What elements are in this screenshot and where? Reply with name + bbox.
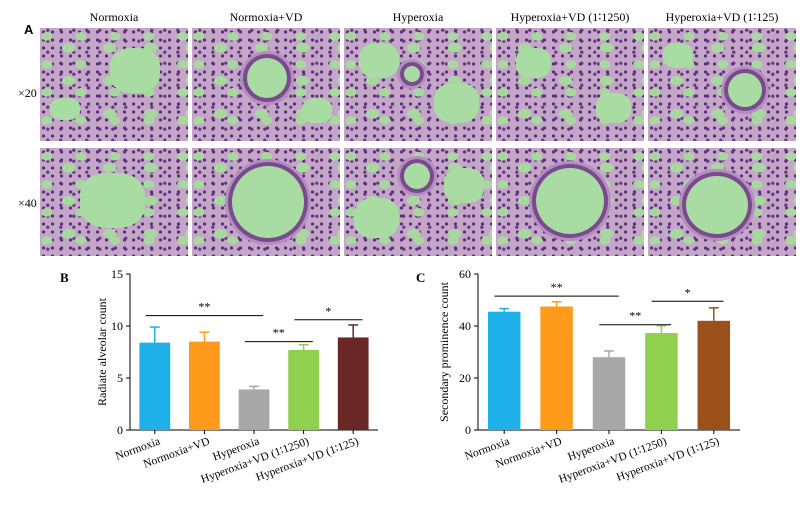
micrograph-normoxia-x40 xyxy=(40,148,188,256)
micrograph-hyperoxia-vd-1250-x20 xyxy=(496,28,644,141)
chart-b-significance-label-2: ** xyxy=(273,326,285,340)
column-label-hyperoxia-vd-125: Hyperoxia+VD (1∶125) xyxy=(665,10,779,24)
y-axis-label-c: Secondary prominence count xyxy=(437,281,451,422)
panel-letter-a: A xyxy=(24,22,34,37)
chart-b-y-tick-label: 15 xyxy=(111,267,123,281)
panel-letter-c: C xyxy=(416,270,425,285)
chart-c-bar-4 xyxy=(645,333,678,430)
micrograph-hyperoxia-x20 xyxy=(344,28,492,141)
chart-b-y-tick-label: 10 xyxy=(111,319,123,333)
chart-b-bar-2 xyxy=(189,341,220,430)
chart-b-bar-1 xyxy=(139,342,171,430)
chart-c-y-tick-label: 0 xyxy=(465,423,471,437)
chart-c-significance-label-3: * xyxy=(685,285,691,299)
column-label-hyperoxia: Hyperoxia xyxy=(392,10,444,24)
column-label-hyperoxia-vd-1250: Hyperoxia+VD (1∶1250) xyxy=(510,10,630,24)
chart-c-bar-5 xyxy=(697,320,731,430)
chart-c-y-tick-label: 40 xyxy=(459,319,471,333)
chart-b-y-tick-label: 0 xyxy=(117,423,123,437)
chart-b-bar-3 xyxy=(238,389,270,430)
chart-c-significance-label-2: ** xyxy=(629,309,641,323)
chart-b-significance-label-1: ** xyxy=(198,300,210,314)
micrograph-hyperoxia-vd-125-x20 xyxy=(648,28,796,141)
chart-b-bar-5 xyxy=(337,337,369,430)
chart-b-y-tick-label: 5 xyxy=(117,371,123,385)
chart-c: C Secondary prominence count 0204060Norm… xyxy=(416,267,740,486)
panel-letter-b: B xyxy=(60,270,69,285)
chart-c-y-tick-label: 60 xyxy=(459,267,471,281)
row-label-x20: ×20 xyxy=(18,86,37,100)
chart-c-bar-1 xyxy=(487,311,521,430)
chart-c-bar-2 xyxy=(540,306,573,430)
chart-c-bar-3 xyxy=(592,357,626,430)
micrograph-normoxia-x20 xyxy=(40,28,188,141)
chart-b-bar-4 xyxy=(288,349,319,430)
micrograph-normoxia-vd-x20 xyxy=(192,28,340,141)
chart-b: B Radiate alveolar count 051015NormoxiaN… xyxy=(60,267,378,486)
column-label-normoxia-vd: Normoxia+VD xyxy=(229,10,303,24)
micrograph-hyperoxia-vd-1250-x40 xyxy=(496,148,644,256)
chart-c-significance-label-1: ** xyxy=(551,280,563,294)
row-label-x40: ×40 xyxy=(18,196,37,210)
micrograph-hyperoxia-x40 xyxy=(344,148,492,256)
chart-c-y-tick-label: 20 xyxy=(459,371,471,385)
column-label-normoxia: Normoxia xyxy=(89,10,139,24)
y-axis-label-b: Radiate alveolar count xyxy=(95,297,109,406)
micrograph-normoxia-vd-x40 xyxy=(192,148,340,256)
chart-b-significance-label-3: * xyxy=(325,304,331,318)
micrograph-hyperoxia-vd-125-x40 xyxy=(648,148,796,256)
